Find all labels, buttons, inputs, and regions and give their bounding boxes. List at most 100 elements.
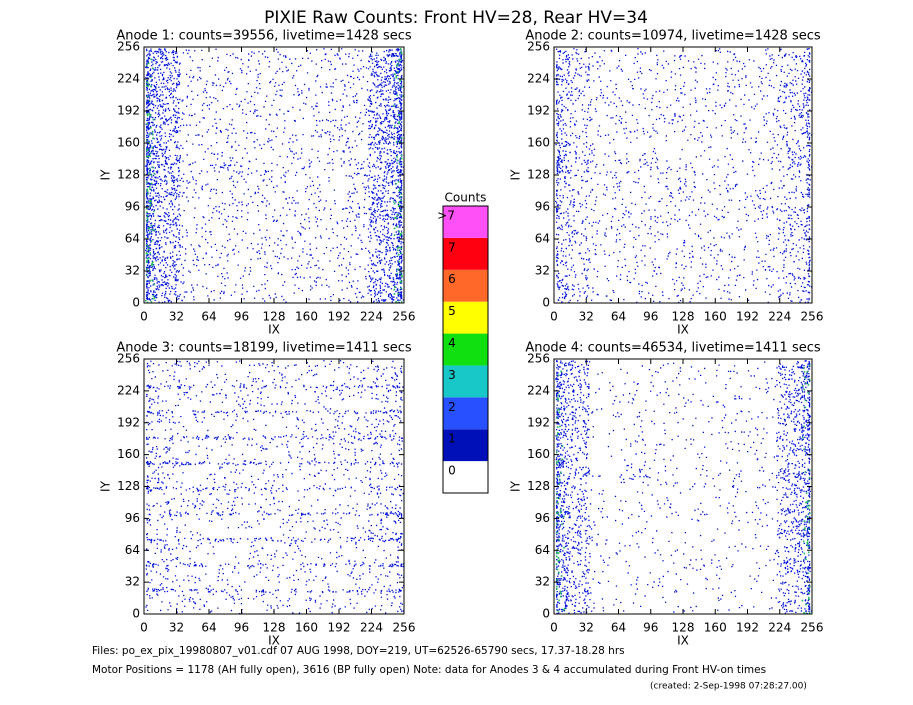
main-title: PIXIE Raw Counts: Front HV=28, Rear HV=3… bbox=[264, 8, 648, 28]
colorbar-label: 0 bbox=[448, 464, 456, 478]
colorbar-label: 4 bbox=[448, 336, 456, 350]
y-tick-label: 128 bbox=[117, 479, 140, 493]
y-tick-label: 96 bbox=[125, 511, 140, 525]
y-tick-label: 224 bbox=[117, 72, 140, 86]
x-tick-label: 192 bbox=[736, 621, 759, 635]
x-tick-label: 0 bbox=[550, 310, 558, 324]
y-tick-label: 96 bbox=[535, 511, 550, 525]
x-tick-label: 96 bbox=[643, 310, 658, 324]
panel-title: Anode 1: counts=39556, livetime=1428 sec… bbox=[116, 29, 412, 44]
x-tick-label: 0 bbox=[140, 621, 148, 635]
y-tick-label: 64 bbox=[535, 232, 550, 246]
x-tick-label: 224 bbox=[768, 621, 791, 635]
y-tick-label: 192 bbox=[117, 415, 140, 429]
x-tick-label: 192 bbox=[328, 621, 351, 635]
x-tick-label: 128 bbox=[672, 310, 695, 324]
colorbar-title: Counts bbox=[445, 191, 487, 205]
colorbar-label: 5 bbox=[448, 304, 456, 318]
x-tick-label: 96 bbox=[234, 310, 249, 324]
y-axis-label: IY bbox=[99, 480, 113, 492]
pixel-texture bbox=[555, 360, 813, 615]
y-tick-label: 32 bbox=[125, 264, 140, 278]
y-tick-label: 0 bbox=[132, 296, 140, 310]
colorbar-label: 7 bbox=[448, 240, 456, 254]
colorbar-swatch bbox=[443, 269, 488, 302]
y-tick-label: 192 bbox=[527, 415, 550, 429]
y-tick-label: 64 bbox=[125, 232, 140, 246]
panel-title: Anode 3: counts=18199, livetime=1411 sec… bbox=[116, 341, 412, 356]
x-tick-label: 128 bbox=[263, 310, 286, 324]
x-axis-label: IX bbox=[268, 323, 280, 337]
y-tick-label: 0 bbox=[542, 296, 550, 310]
y-tick-label: 0 bbox=[542, 607, 550, 621]
x-axis-label: IX bbox=[268, 634, 280, 648]
y-tick-label: 256 bbox=[527, 352, 550, 366]
x-tick-label: 96 bbox=[234, 621, 249, 635]
colorbar-swatch bbox=[443, 333, 488, 366]
x-tick-label: 160 bbox=[295, 621, 318, 635]
x-tick-label: 0 bbox=[550, 621, 558, 635]
panel-title: Anode 4: counts=46534, livetime=1411 sec… bbox=[525, 341, 821, 356]
x-axis-label: IX bbox=[677, 323, 689, 337]
colorbar-swatch bbox=[443, 461, 488, 493]
colorbar-swatch bbox=[443, 365, 488, 398]
x-tick-label: 32 bbox=[169, 310, 184, 324]
x-tick-label: 128 bbox=[263, 621, 286, 635]
y-axis-label: IY bbox=[509, 480, 523, 492]
colorbar-label: 6 bbox=[448, 272, 456, 286]
y-tick-label: 0 bbox=[132, 607, 140, 621]
y-tick-label: 160 bbox=[527, 136, 550, 150]
y-tick-label: 128 bbox=[527, 168, 550, 182]
y-tick-label: 224 bbox=[527, 72, 550, 86]
colorbar-swatch bbox=[443, 397, 488, 430]
colorbar-frame bbox=[442, 205, 489, 494]
x-tick-label: 64 bbox=[611, 621, 626, 635]
y-tick-label: 96 bbox=[125, 200, 140, 214]
y-tick-label: 160 bbox=[117, 447, 140, 461]
x-axis-label: IX bbox=[677, 634, 689, 648]
x-tick-label: 32 bbox=[579, 310, 594, 324]
y-tick-label: 32 bbox=[125, 575, 140, 589]
y-tick-label: 192 bbox=[117, 104, 140, 118]
colorbar-label: 2 bbox=[448, 400, 456, 414]
y-axis-label: IY bbox=[509, 169, 523, 181]
x-tick-label: 64 bbox=[201, 310, 216, 324]
x-tick-label: 160 bbox=[704, 621, 727, 635]
y-tick-label: 128 bbox=[527, 479, 550, 493]
colorbar-swatch bbox=[443, 429, 488, 462]
x-tick-label: 128 bbox=[672, 621, 695, 635]
y-tick-label: 160 bbox=[117, 136, 140, 150]
y-tick-label: 32 bbox=[535, 264, 550, 278]
pixel-texture bbox=[145, 360, 405, 615]
x-tick-label: 256 bbox=[801, 310, 824, 324]
y-axis-label: IY bbox=[99, 169, 113, 181]
y-tick-label: 256 bbox=[117, 40, 140, 54]
x-tick-label: 32 bbox=[169, 621, 184, 635]
y-tick-label: 192 bbox=[527, 104, 550, 118]
y-tick-label: 96 bbox=[535, 200, 550, 214]
x-tick-label: 32 bbox=[579, 621, 594, 635]
x-tick-label: 0 bbox=[140, 310, 148, 324]
y-tick-label: 256 bbox=[117, 352, 140, 366]
x-tick-label: 256 bbox=[393, 621, 416, 635]
x-tick-label: 96 bbox=[643, 621, 658, 635]
y-tick-label: 224 bbox=[527, 383, 550, 397]
colorbar-swatch bbox=[443, 206, 488, 238]
y-tick-label: 128 bbox=[117, 168, 140, 182]
colorbar-swatch bbox=[443, 301, 488, 334]
pixel-texture bbox=[145, 48, 405, 304]
panel-title: Anode 2: counts=10974, livetime=1428 sec… bbox=[525, 29, 821, 44]
footer-files: Files: po_ex_pix_19980807_v01.cdf 07 AUG… bbox=[92, 645, 625, 657]
x-tick-label: 224 bbox=[768, 310, 791, 324]
x-tick-label: 224 bbox=[360, 621, 383, 635]
colorbar-swatch bbox=[443, 237, 488, 270]
x-tick-label: 160 bbox=[704, 310, 727, 324]
y-tick-label: 256 bbox=[527, 40, 550, 54]
x-tick-label: 160 bbox=[295, 310, 318, 324]
x-tick-label: 256 bbox=[393, 310, 416, 324]
pixel-texture bbox=[555, 48, 813, 304]
y-tick-label: 64 bbox=[535, 543, 550, 557]
colorbar-label: 1 bbox=[448, 432, 456, 446]
x-tick-label: 256 bbox=[801, 621, 824, 635]
